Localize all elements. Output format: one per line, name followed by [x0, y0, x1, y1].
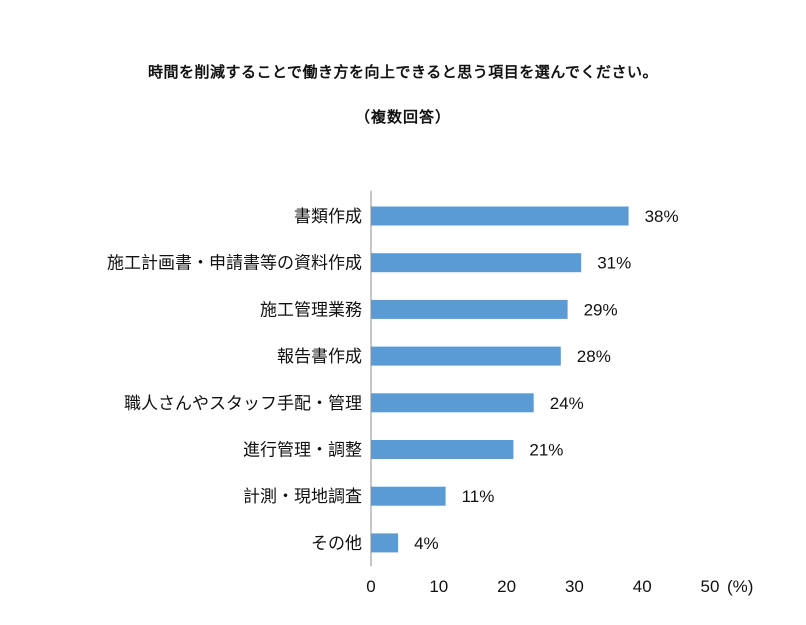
x-tick-label: 30: [565, 577, 584, 596]
x-tick-label: 10: [429, 577, 448, 596]
category-label: 報告書作成: [277, 347, 362, 367]
value-label: 28%: [577, 347, 611, 366]
labels-layer: 書類作成 38% 施工計画書・申請書等の資料作成 31% 施工管理業務 29% 報告書作成 2…: [107, 207, 679, 554]
value-label: 29%: [584, 300, 618, 319]
bar: [371, 533, 399, 553]
value-label: 31%: [597, 254, 631, 273]
x-tick-label: 50: [701, 577, 720, 596]
bar: [371, 486, 446, 506]
x-axis-ticks: 0 10 20 30 40 50 (%): [366, 577, 753, 596]
bars-layer: [371, 206, 629, 553]
value-label: 11%: [462, 487, 495, 506]
category-label: 施工管理業務: [260, 300, 362, 320]
chart-title: 時間を削減することで働き方を向上できると思う項目を選んでください。: [147, 63, 658, 81]
category-label: その他: [311, 534, 362, 554]
x-unit-label: (%): [727, 577, 753, 596]
bar: [371, 206, 629, 226]
bar: [371, 346, 561, 366]
category-label: 施工計画書・申請書等の資料作成: [107, 254, 362, 274]
category-label: 計測・現地調査: [243, 487, 362, 507]
bar: [371, 253, 582, 273]
bar: [371, 299, 568, 319]
value-label: 4%: [414, 534, 439, 553]
x-tick-label: 20: [497, 577, 516, 596]
category-label: 書類作成: [294, 207, 362, 227]
x-tick-label: 40: [633, 577, 652, 596]
value-label: 21%: [529, 441, 563, 460]
x-tick-label: 0: [366, 577, 375, 596]
category-label: 進行管理・調整: [243, 441, 362, 461]
bar: [371, 393, 534, 413]
chart-subtitle: （複数回答）: [354, 108, 451, 126]
value-label: 24%: [550, 394, 584, 413]
category-label: 職人さんやスタッフ手配・管理: [124, 394, 362, 414]
bar: [371, 440, 514, 459]
value-label: 38%: [645, 207, 679, 226]
